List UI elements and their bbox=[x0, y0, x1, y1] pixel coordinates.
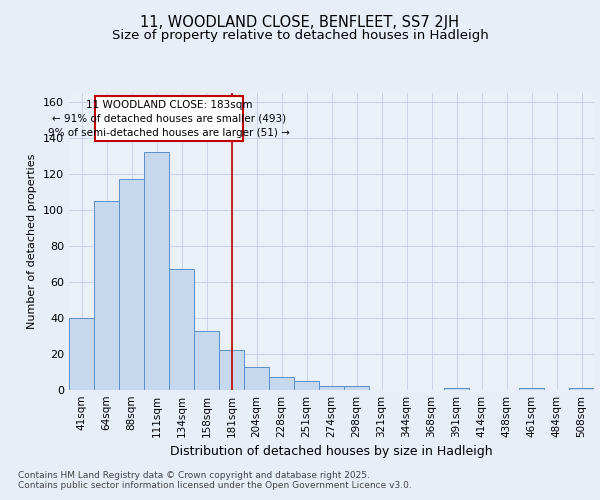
Bar bbox=[344, 386, 369, 390]
Text: Contains HM Land Registry data © Crown copyright and database right 2025.
Contai: Contains HM Land Registry data © Crown c… bbox=[18, 470, 412, 490]
Bar bbox=[444, 388, 469, 390]
Bar bbox=[144, 152, 169, 390]
X-axis label: Distribution of detached houses by size in Hadleigh: Distribution of detached houses by size … bbox=[170, 446, 493, 458]
FancyBboxPatch shape bbox=[95, 96, 243, 141]
Bar bbox=[269, 378, 294, 390]
Bar bbox=[69, 318, 94, 390]
Bar bbox=[94, 200, 119, 390]
Bar bbox=[219, 350, 244, 390]
Text: 11 WOODLAND CLOSE: 183sqm
← 91% of detached houses are smaller (493)
9% of semi-: 11 WOODLAND CLOSE: 183sqm ← 91% of detac… bbox=[48, 100, 290, 138]
Bar bbox=[294, 381, 319, 390]
Text: Size of property relative to detached houses in Hadleigh: Size of property relative to detached ho… bbox=[112, 28, 488, 42]
Bar bbox=[169, 269, 194, 390]
Text: 11, WOODLAND CLOSE, BENFLEET, SS7 2JH: 11, WOODLAND CLOSE, BENFLEET, SS7 2JH bbox=[140, 15, 460, 30]
Bar bbox=[569, 388, 594, 390]
Bar bbox=[119, 179, 144, 390]
Bar bbox=[194, 330, 219, 390]
Bar bbox=[244, 366, 269, 390]
Bar bbox=[319, 386, 344, 390]
Bar bbox=[519, 388, 544, 390]
Y-axis label: Number of detached properties: Number of detached properties bbox=[28, 154, 37, 329]
